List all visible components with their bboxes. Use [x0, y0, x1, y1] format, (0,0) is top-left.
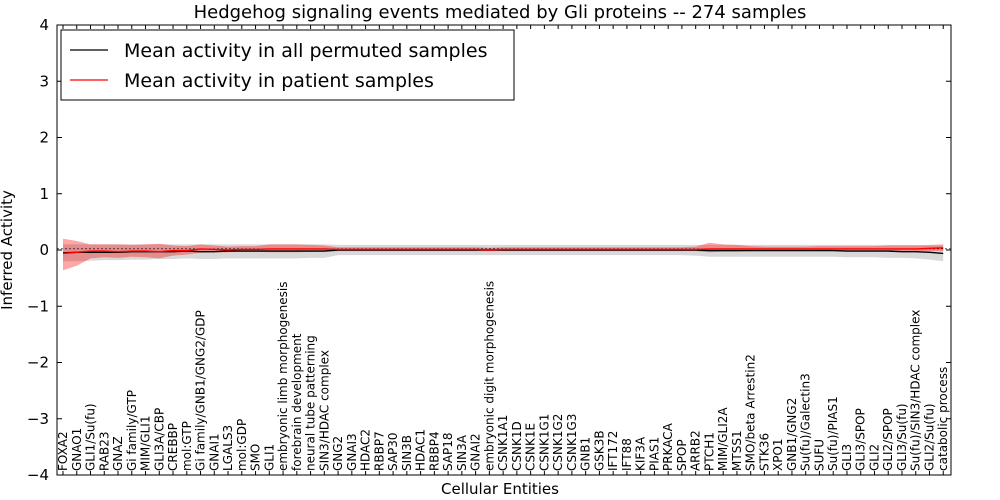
x-tick-label: GLI1/Su(fu) — [84, 403, 98, 471]
x-tick-label: Gi family/GNB1/GNG2/GDP — [194, 310, 208, 471]
x-tick-label: RBBP4 — [427, 431, 441, 471]
x-tick-label: Su(fu)/Galectin3 — [799, 373, 813, 471]
x-tick-label: GNAZ — [111, 436, 125, 471]
x-tick-label: CSNK1E — [524, 423, 538, 471]
x-tick-label: CSNK1G2 — [551, 414, 565, 471]
confidence-bands — [63, 238, 944, 271]
x-tick-label: catabolic process — [936, 367, 950, 471]
y-axis-label: Inferred Activity — [0, 190, 16, 310]
x-tick-label: PIAS1 — [647, 437, 661, 471]
x-tick-label: SUFU — [813, 439, 827, 471]
x-tick-label: SAP30 — [386, 432, 400, 471]
y-tick-label: 3 — [39, 72, 49, 90]
x-tick-label: RBBP7 — [372, 431, 386, 471]
x-tick-label: SMO — [249, 444, 263, 471]
x-tick-label: GNB1/GNG2 — [785, 398, 799, 471]
y-tick-label: −3 — [27, 410, 49, 428]
x-tick-label: SAP18 — [441, 432, 455, 471]
x-tick-label: SIN3B — [400, 435, 414, 471]
y-tick-label: 0 — [39, 241, 49, 259]
x-tick-label: GNG2 — [331, 436, 345, 471]
x-tick-label: Gi family/GTP — [125, 390, 139, 471]
x-tick-label: CREBBP — [166, 423, 180, 471]
x-tick-label: GLI3/Su(fu) — [895, 403, 909, 471]
x-tick-label: mol:GDP — [235, 419, 249, 471]
x-tick-label: GSK3B — [592, 430, 606, 471]
x-tick-label: MIM/GLI1 — [139, 416, 153, 471]
x-tick-label: CSNK1A1 — [496, 415, 510, 471]
x-tick-label: SMO/beta Arrestin2 — [744, 354, 758, 471]
x-tick-label: IFT172 — [606, 431, 620, 471]
x-tick-label: STK36 — [757, 433, 771, 471]
legend: Mean activity in all permuted samples Me… — [60, 29, 515, 101]
y-tick-label: −2 — [27, 354, 49, 372]
band-patient — [63, 238, 944, 271]
x-tick-label: GLI2 — [868, 444, 882, 471]
x-tick-label: GLI3/SPOP — [854, 408, 868, 471]
x-tick-label: HDAC1 — [414, 429, 428, 471]
legend-label-permuted: Mean activity in all permuted samples — [124, 40, 487, 62]
x-tick-label: MIM/GLI2A — [716, 407, 730, 471]
x-tick-label: GNAI3 — [345, 433, 359, 471]
x-tick-label: GNAI1 — [207, 433, 221, 471]
legend-label-patient: Mean activity in patient samples — [124, 70, 434, 92]
x-tick-label: SIN3A — [455, 434, 469, 471]
x-tick-label: GLI3 — [840, 444, 854, 471]
line-patient — [62, 247, 944, 255]
y-tick-label: 4 — [39, 16, 49, 34]
x-tick-label: KIF3A — [634, 436, 648, 471]
y-axis: 4 3 2 1 0 −1 −2 −3 −4 — [27, 16, 951, 484]
x-tick-label: FOXA2 — [56, 431, 70, 471]
x-tick-label: neural tube patterning — [304, 335, 318, 471]
x-tick-label: mol:GTP — [180, 421, 194, 471]
x-tick-label: Su(fu)/SIN3/HDAC complex — [909, 310, 923, 471]
y-tick-label: 2 — [39, 129, 49, 147]
x-axis-label: Cellular Entities — [441, 480, 559, 498]
x-tick-label: SIN3/HDAC complex — [317, 350, 331, 471]
x-tick-label: GLI2/SPOP — [881, 408, 895, 471]
x-tick-label: CSNK1G3 — [565, 414, 579, 471]
x-tick-label: forebrain development — [290, 333, 304, 471]
x-tick-label: PRKACA — [661, 422, 675, 471]
x-tick-label: HDAC2 — [359, 429, 373, 471]
x-axis: FOXA2 GNAO1 GLI1/Su(fu) RAB23 GNAZ Gi family/… — [56, 25, 950, 475]
x-tick-label: MTSS1 — [730, 430, 744, 471]
x-tick-label: GLI2/Su(fu) — [923, 403, 937, 471]
x-tick-label: embryonic digit morphogenesis — [482, 281, 496, 471]
x-tick-label: LGALS3 — [221, 425, 235, 471]
x-tick-label: Su(fu)/PIAS1 — [826, 396, 840, 471]
x-tick-label: ARRB2 — [689, 430, 703, 471]
series-lines — [62, 247, 944, 255]
x-tick-label: GNB1 — [579, 437, 593, 471]
x-tick-label: CSNK1D — [510, 421, 524, 471]
x-tick-label: RAB23 — [97, 431, 111, 471]
x-tick-label: GLI1 — [262, 444, 276, 471]
chart-title: Hedgehog signaling events mediated by Gl… — [194, 2, 807, 23]
x-tick-label: CSNK1G1 — [537, 414, 551, 471]
x-tick-label: XPO1 — [771, 438, 785, 471]
legend-frame — [60, 29, 515, 101]
x-tick-label: PTCH1 — [702, 432, 716, 471]
x-tick-label: GLI3A/CBP — [152, 408, 166, 471]
x-tick-label: GNAI2 — [469, 433, 483, 471]
x-tick-label: IFT88 — [620, 438, 634, 471]
y-tick-label: 1 — [39, 185, 49, 203]
x-tick-label: embryonic limb morphogenesis — [276, 281, 290, 471]
y-tick-label: −1 — [27, 297, 49, 315]
x-tick-label: GNAO1 — [70, 428, 84, 471]
x-tick-label: SPOP — [675, 439, 689, 471]
y-tick-label: −4 — [27, 466, 49, 484]
